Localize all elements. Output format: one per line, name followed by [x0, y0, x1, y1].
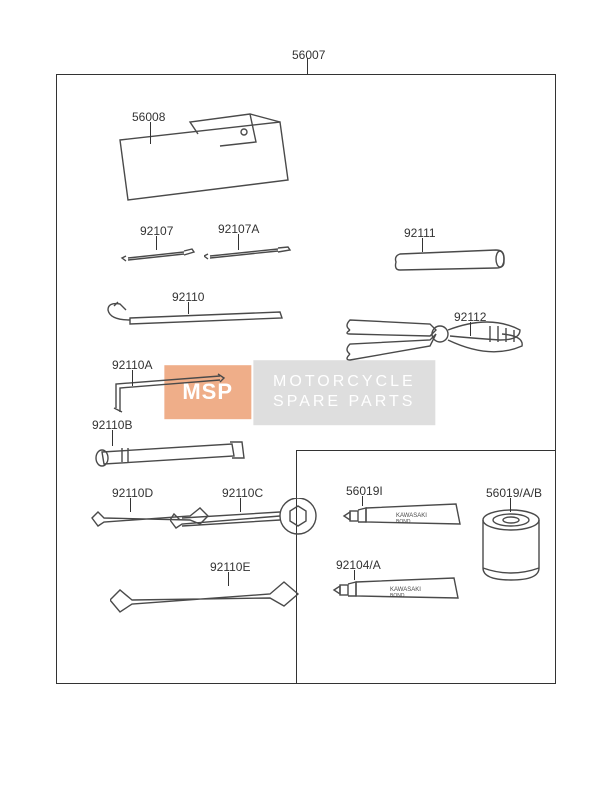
screwdriver-bit-1: [120, 246, 200, 266]
label-92110e: 92110E: [210, 560, 250, 574]
leader: [188, 302, 189, 314]
svg-text:BOND: BOND: [396, 519, 411, 525]
leader: [228, 572, 229, 586]
label-92111: 92111: [404, 226, 436, 240]
leader: [422, 238, 423, 252]
bond-tube-1: KAWASAKI BOND: [336, 500, 466, 534]
leader: [130, 498, 131, 512]
parts-diagram: MSP MOTORCYCLE SPARE PARTS: [0, 0, 600, 785]
leader: [240, 498, 241, 512]
wrench-c: [170, 498, 330, 544]
pliers: [340, 290, 540, 410]
wrench-e: [110, 576, 300, 626]
screwdriver-bit-2: [204, 244, 294, 264]
label-92110d: 92110D: [112, 486, 153, 500]
label-92110c: 92110C: [222, 486, 263, 500]
leader: [470, 322, 471, 336]
screwdriver-grip: [390, 248, 510, 274]
grease-can: [478, 508, 544, 584]
label-56019i: 56019I: [346, 484, 383, 498]
leader: [307, 58, 308, 74]
leader: [132, 370, 133, 386]
leader: [238, 234, 239, 250]
leader: [150, 122, 151, 144]
hex-key: [100, 368, 230, 418]
leader: [156, 236, 157, 250]
leader: [362, 496, 363, 506]
tool-bag: [100, 110, 300, 210]
label-92104a: 92104/A: [336, 558, 381, 572]
label-56007: 56007: [292, 48, 325, 62]
hook-wrench: [100, 300, 290, 340]
plug-wrench: [82, 436, 252, 476]
bond-tube-2: KAWASAKI BOND: [326, 574, 464, 608]
leader: [112, 430, 113, 446]
label-56019ab: 56019/A/B: [486, 486, 542, 500]
leader: [354, 570, 355, 580]
label-56008: 56008: [132, 110, 165, 124]
leader: [510, 498, 511, 512]
svg-text:BOND: BOND: [390, 593, 405, 599]
